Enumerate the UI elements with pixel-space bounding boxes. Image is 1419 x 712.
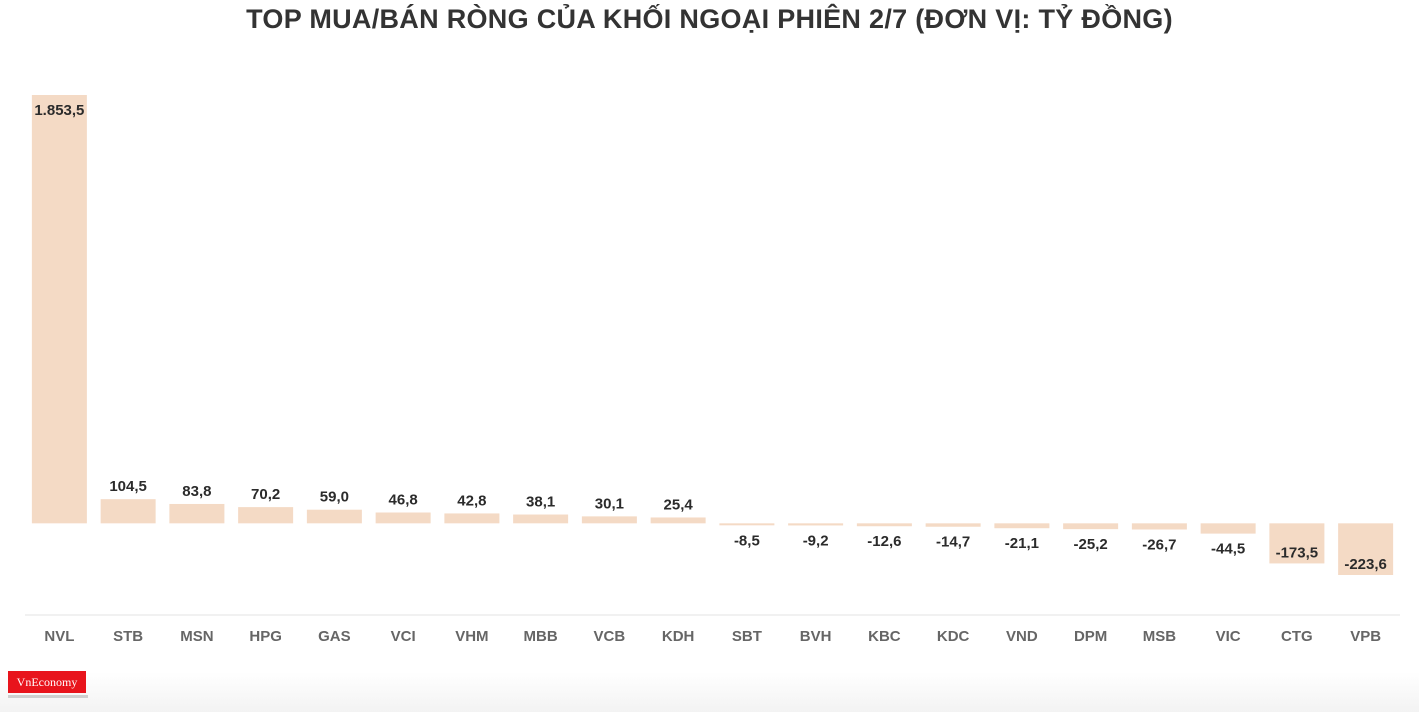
- x-tick-dpm: DPM: [1074, 628, 1107, 645]
- x-tick-vcb: VCB: [594, 628, 626, 645]
- x-tick-gas: GAS: [318, 628, 351, 645]
- value-label-dpm: -25,2: [1074, 536, 1108, 553]
- value-labels-group: 1.853,5 104,5 83,8 70,2 59,0 46,8 42,8 38,1 30,1…: [34, 102, 1387, 573]
- value-label-msn: 83,8: [182, 483, 211, 500]
- x-tick-nvl: NVL: [44, 628, 74, 645]
- bar-vnd: [994, 523, 1050, 529]
- bar-gas: [306, 509, 362, 524]
- value-label-stb: 104,5: [109, 478, 147, 495]
- x-tick-ctg: CTG: [1281, 628, 1313, 645]
- value-label-vci: 46,8: [389, 492, 418, 509]
- x-tick-vci: VCI: [391, 628, 416, 645]
- x-tick-sbt: SBT: [732, 628, 762, 645]
- bar-ctg: [1269, 523, 1325, 564]
- bar-stb: [100, 499, 156, 524]
- bar-nvl: [31, 95, 87, 524]
- x-tick-vpb: VPB: [1350, 628, 1381, 645]
- bar-kbc: [856, 523, 912, 527]
- bar-sbt: [719, 523, 775, 526]
- bars-group: [31, 95, 1394, 575]
- x-tick-labels-group: NVL STB MSN HPG GAS VCI VHM MBB VCB KDH SBT BVH KBC K…: [44, 628, 1381, 645]
- bar-bvh: [788, 523, 844, 526]
- value-label-vpb: -223,6: [1344, 556, 1387, 573]
- x-tick-stb: STB: [113, 628, 143, 645]
- x-tick-hpg: HPG: [249, 628, 282, 645]
- logo-tagline-bar: [8, 695, 88, 698]
- x-tick-msn: MSN: [180, 628, 213, 645]
- chart-title: TOP MUA/BÁN RÒNG CỦA KHỐI NGOẠI PHIÊN 2/…: [246, 4, 1173, 34]
- bar-vic: [1200, 523, 1256, 534]
- x-tick-vic: VIC: [1216, 628, 1241, 645]
- value-label-kdc: -14,7: [936, 534, 970, 551]
- value-label-ctg: -173,5: [1276, 544, 1319, 561]
- value-label-vcb: 30,1: [595, 495, 624, 512]
- bar-vci: [375, 512, 431, 524]
- value-label-vic: -44,5: [1211, 541, 1245, 558]
- bottom-fade: [0, 672, 1419, 712]
- x-tick-vnd: VND: [1006, 628, 1038, 645]
- bar-vcb: [581, 516, 637, 524]
- value-label-hpg: 70,2: [251, 486, 280, 503]
- bar-vhm: [444, 513, 500, 524]
- bar-hpg: [238, 507, 294, 524]
- value-label-kbc: -12,6: [867, 533, 901, 550]
- bar-msb: [1131, 523, 1187, 530]
- value-label-mbb: 38,1: [526, 494, 555, 511]
- bar-mbb: [513, 514, 569, 524]
- x-tick-kbc: KBC: [868, 628, 901, 645]
- value-label-vhm: 42,8: [457, 492, 486, 509]
- bar-msn: [169, 503, 225, 524]
- vneconomy-logo: VnEconomy: [8, 671, 86, 693]
- x-tick-vhm: VHM: [455, 628, 488, 645]
- x-tick-kdh: KDH: [662, 628, 695, 645]
- value-label-nvl: 1.853,5: [34, 102, 84, 119]
- bar-kdc: [925, 523, 981, 527]
- bar-dpm: [1063, 523, 1119, 530]
- value-label-kdh: 25,4: [664, 496, 694, 513]
- x-tick-bvh: BVH: [800, 628, 832, 645]
- x-tick-kdc: KDC: [937, 628, 970, 645]
- bar-kdh: [650, 517, 706, 524]
- value-label-msb: -26,7: [1142, 537, 1176, 554]
- value-label-vnd: -21,1: [1005, 535, 1039, 552]
- x-tick-msb: MSB: [1143, 628, 1177, 645]
- value-label-bvh: -9,2: [803, 532, 829, 549]
- value-label-gas: 59,0: [320, 489, 349, 506]
- bar-vpb: [1338, 523, 1394, 575]
- value-label-sbt: -8,5: [734, 532, 760, 549]
- x-tick-mbb: MBB: [524, 628, 558, 645]
